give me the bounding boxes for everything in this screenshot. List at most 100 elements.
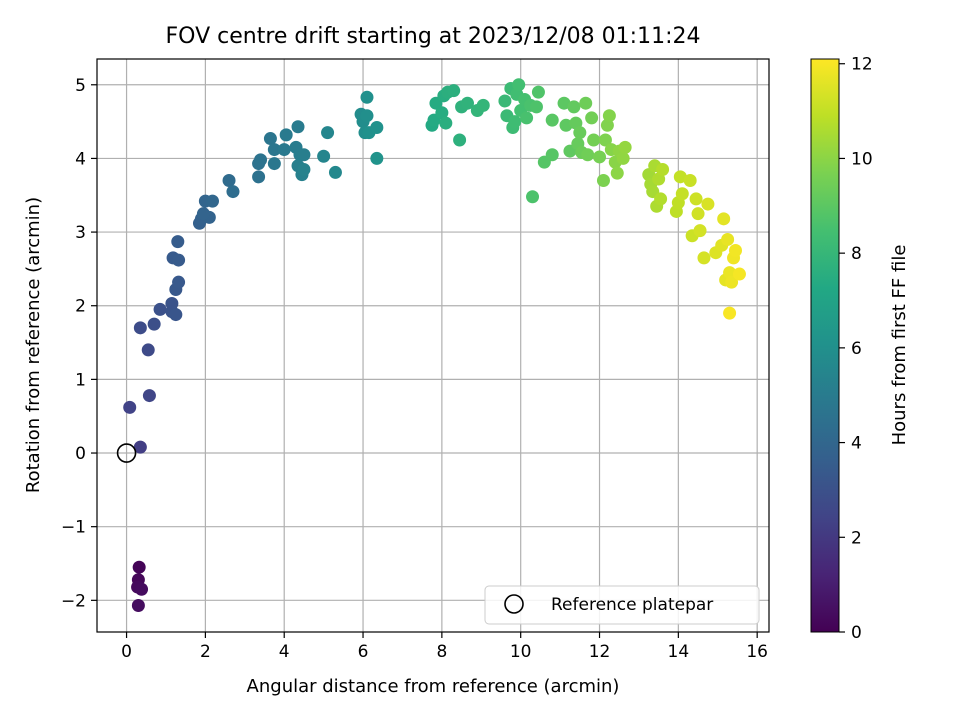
data-point [545,113,559,127]
data-point [172,275,186,289]
data-point [132,560,146,574]
data-point [435,106,449,120]
data-point [697,251,711,265]
data-point [675,187,689,201]
data-point [263,132,277,146]
grid-lines [97,59,769,632]
x-tick-label: 16 [746,642,768,662]
data-point [171,235,185,249]
y-tick-label: 5 [75,76,86,96]
y-tick-label: 1 [75,370,86,390]
data-point [689,192,703,206]
data-point [701,197,715,211]
data-points [123,78,746,612]
data-point [133,440,147,454]
data-point [725,275,739,289]
x-tick-label: 8 [436,642,447,662]
colorbar-tick-label: 0 [851,623,862,643]
data-point [370,120,384,134]
plot-frame [96,58,770,633]
data-point [512,78,526,92]
data-point [297,148,311,162]
x-tick-label: 12 [589,642,611,662]
data-point [593,150,607,164]
legend-marker [504,594,524,614]
data-point [618,140,632,154]
data-point [226,185,240,199]
colorbar-gradient [810,58,840,633]
data-point [267,157,281,171]
y-axis-ticks: −2 −1 0 1 2 3 4 5 [61,76,97,611]
data-point [598,133,612,147]
data-point [439,116,453,130]
data-point [153,302,167,316]
data-point [460,96,474,110]
data-point [131,598,145,612]
colorbar-tick-label: 6 [851,339,862,359]
y-tick-label: −1 [61,518,86,538]
data-point [526,190,540,204]
data-point [277,143,291,157]
data-point [673,170,687,184]
x-axis-ticks: 0 2 4 6 8 10 12 14 16 [121,632,768,662]
y-tick-label: 0 [75,444,86,464]
data-point [579,96,593,110]
data-point [360,109,374,123]
data-point [520,111,534,125]
x-tick-label: 4 [279,642,290,662]
colorbar-tick-label: 4 [851,434,862,454]
legend-label: Reference platepar [551,595,713,615]
data-point [291,120,305,134]
data-point [254,153,268,167]
colorbar-ticks: 0 2 4 6 8 10 12 [839,55,873,643]
data-point [447,84,461,98]
data-point [498,94,512,108]
data-point [654,192,668,206]
data-point [135,582,149,596]
legend-box [484,585,760,625]
data-point [297,162,311,176]
data-point [581,148,595,162]
x-axis-label: Angular distance from reference (arcmin) [247,676,620,697]
y-axis-label: Rotation from reference (arcmin) [23,197,44,493]
data-point [732,267,746,281]
data-point [602,109,616,123]
data-point [573,126,587,140]
data-point [123,400,137,414]
data-point [147,317,161,331]
data-point [529,100,543,114]
data-point [205,194,219,208]
data-point [656,162,670,176]
x-tick-label: 2 [200,642,211,662]
data-point [321,126,335,140]
data-point [616,151,630,165]
data-point [567,100,581,114]
x-tick-label: 0 [121,642,132,662]
data-point [142,389,156,403]
chart-title: FOV centre drift starting at 2023/12/08 … [166,24,701,49]
data-point [222,174,236,188]
data-point [252,170,266,184]
data-point [267,143,281,157]
data-point [717,212,731,226]
colorbar: 0 2 4 6 8 10 12 Hours from first FF file [810,55,910,643]
data-point [169,308,183,322]
data-point [328,165,342,179]
x-tick-label: 6 [358,642,369,662]
data-point [531,85,545,99]
data-point [596,174,610,188]
colorbar-tick-label: 10 [851,149,873,169]
data-point [196,207,210,221]
y-tick-label: 4 [75,149,86,169]
data-point [557,96,571,110]
data-point [317,149,331,163]
data-point [587,133,601,147]
data-point [545,148,559,162]
data-point [691,207,705,221]
colorbar-tick-label: 12 [851,55,873,75]
x-tick-label: 14 [668,642,690,662]
data-point [279,128,293,142]
data-point [723,306,737,320]
reference-marker [116,443,137,463]
